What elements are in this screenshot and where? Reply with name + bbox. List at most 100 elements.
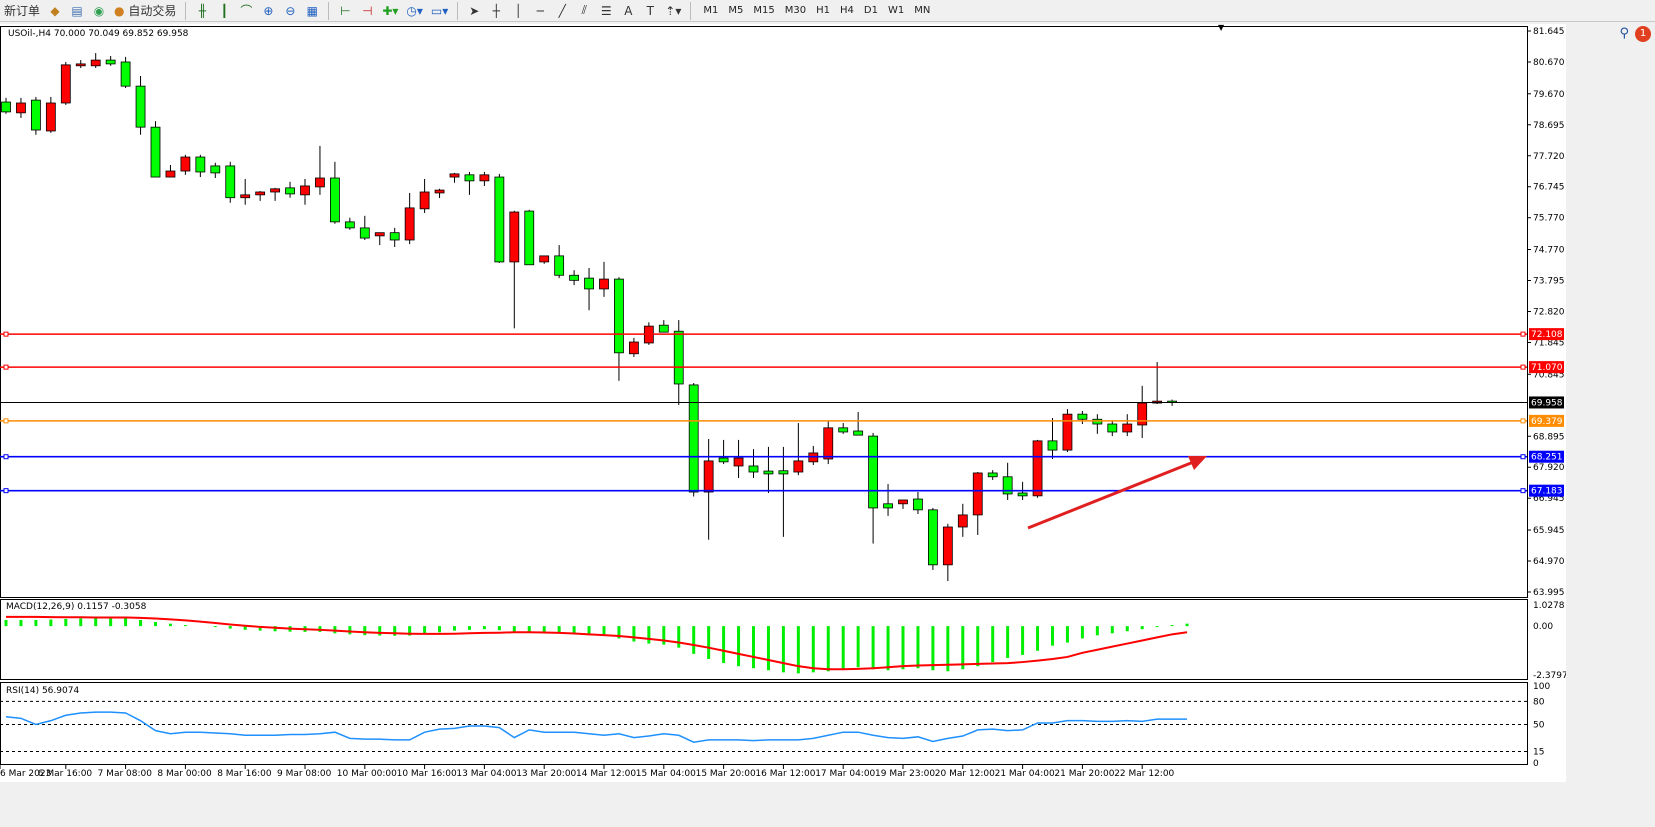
candle-body [315,177,325,188]
time-label: 6 Mar 2023 [0,769,51,779]
periods-icon[interactable]: ◷▾ [406,3,423,18]
timeframe-m1[interactable]: M1 [703,5,719,16]
candle-body [120,61,131,87]
fibonacci-icon[interactable]: ☰ [600,3,612,18]
candle-body [404,207,415,241]
timeframe-h1[interactable]: H1 [816,5,830,16]
price-label: 72.108 [1531,330,1563,340]
zoom-in-icon[interactable]: ⊕ [263,3,274,18]
price-label-box [1529,414,1564,427]
crosshair-icon[interactable]: ┼ [492,3,500,18]
candle-body [1047,440,1058,451]
candle-body [240,194,251,199]
candle-body [494,176,505,263]
indicators-icon[interactable]: ✚▾ [382,3,399,18]
price-tick-label: 80.670 [1533,58,1565,68]
candle-body [329,177,340,223]
candle-body [344,221,355,229]
timeframe-d1[interactable]: D1 [863,5,878,16]
timeframe-w1[interactable]: W1 [887,5,905,16]
auto-trading-label: 自动交易 [128,4,177,18]
time-label: 21 Mar 20:00 [1054,769,1114,779]
timeframe-mn[interactable]: MN [914,5,931,16]
candle-body [1137,402,1148,426]
timeframe-h4[interactable]: H4 [839,5,854,16]
rsi-tick-label: 15 [1533,747,1544,757]
price-label: 67.183 [1531,487,1563,497]
vertical-line-icon[interactable]: │ [514,3,522,18]
chart-shift-icon[interactable]: ⊢ [340,3,351,18]
tile-windows-icon[interactable]: ▦ [306,3,319,18]
time-label: 6 Mar 16:00 [38,769,93,779]
new-order-button[interactable]: 新订单 [4,4,41,18]
candle-body [90,59,101,67]
price-tick-label: 81.645 [1533,27,1565,37]
rsi-tick-label: 50 [1533,721,1545,731]
candle-body [898,499,908,505]
candlestick-chart-icon[interactable]: ┃ [220,3,228,18]
trendline-icon[interactable]: ╱ [558,3,566,18]
text-label-icon[interactable]: T [646,3,654,18]
arrows-icon[interactable]: ⇡▾ [665,3,682,18]
candle-body [1032,440,1043,497]
auto-trading-button[interactable]: ● 自动交易 [112,1,178,21]
price-label: 71.070 [1531,363,1563,373]
line-handle-left [3,418,9,424]
timeframe-m15[interactable]: M15 [753,5,775,16]
candle-body [703,460,714,493]
trend-arrow-head [1188,456,1207,470]
horizontal-line-icon[interactable]: ─ [536,3,544,18]
price-chart[interactable]: USOil-,H4 70.000 70.049 69.852 69.958 ▼ 81… [0,24,1566,782]
candle-body [987,472,998,478]
line-handle-right [1520,331,1526,337]
candle-body [1002,476,1013,495]
candle-body [105,59,116,65]
equidistant-channel-icon[interactable]: ⫽ [581,3,587,17]
candle-body [972,472,983,516]
candle-body [599,278,609,290]
signals-icon[interactable]: ◉ [93,3,105,18]
line-chart-icon[interactable]: ⌒ [240,4,253,18]
candle-body [1017,492,1028,497]
notification-badge[interactable]: 1 [1635,26,1651,42]
line-handle-right [1520,454,1526,460]
candle-body [464,174,475,182]
candle-body [673,330,684,385]
autoscroll-icon[interactable]: ⊣ [362,3,373,18]
toolbar: 新订单 ◆ ▤ ◉ ● 自动交易 ╫ ┃ ⌒ ⊕ ⊖ ▦ ⊢ ⊣ ✚▾ ◷▾ ▭… [0,0,1655,22]
time-label: 22 Mar 12:00 [1114,769,1174,779]
time-label: 21 Mar 04:00 [995,769,1055,779]
search-icon[interactable]: ⚲ [1619,26,1629,41]
price-tick-label: 71.845 [1533,338,1565,348]
price-label-box [1529,484,1564,497]
price-label: 68.251 [1531,453,1563,463]
candle-body [60,64,71,104]
candle-body [255,191,266,196]
price-tick-label: 78.695 [1533,121,1565,131]
time-label: 16 Mar 12:00 [755,769,815,779]
bar-chart-icon[interactable]: ╫ [198,3,206,18]
cursor-icon[interactable]: ➤ [469,3,480,18]
rsi-line [5,711,1188,743]
timeframe-m5[interactable]: M5 [728,5,744,16]
chart-window[interactable]: USOil-,H4 70.000 70.049 69.852 69.958 ▼ 81… [0,24,1566,782]
price-tick-label: 68.895 [1533,432,1565,442]
price-tick-label: 74.770 [1533,246,1565,256]
line-handle-right [1520,488,1526,494]
price-tick-label: 66.945 [1533,494,1565,504]
candle-body [195,156,206,173]
candle-body [883,503,893,509]
candle-body [389,232,400,241]
separator [185,1,187,20]
time-label: 15 Mar 04:00 [636,769,696,779]
navigator-icon[interactable]: ▤ [71,3,83,18]
rsi-label: RSI(14) 56.9074 [6,686,79,696]
timeframe-m30[interactable]: M30 [784,5,807,16]
price-tick-label: 73.795 [1533,277,1565,287]
candle-body [374,232,385,237]
time-label: 20 Mar 12:00 [935,769,995,779]
zoom-out-icon[interactable]: ⊖ [285,3,296,18]
market-watch-icon[interactable]: ◆ [50,3,60,18]
text-icon[interactable]: A [624,3,633,18]
templates-icon[interactable]: ▭▾ [430,3,449,18]
